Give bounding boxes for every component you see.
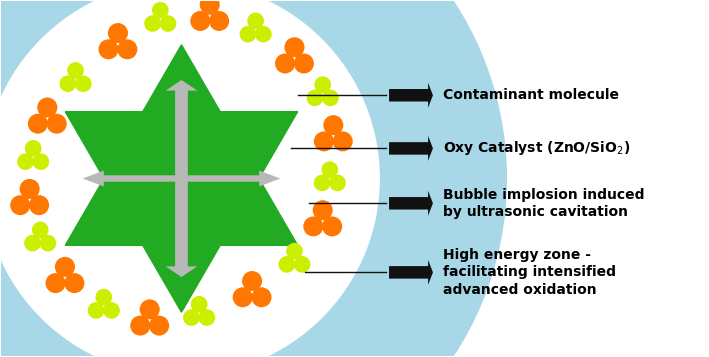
Ellipse shape xyxy=(33,154,48,169)
Ellipse shape xyxy=(0,0,379,357)
Ellipse shape xyxy=(201,0,219,14)
FancyArrow shape xyxy=(182,171,280,186)
Ellipse shape xyxy=(322,162,337,177)
Ellipse shape xyxy=(152,2,168,18)
Ellipse shape xyxy=(108,24,127,42)
Ellipse shape xyxy=(323,217,342,236)
Ellipse shape xyxy=(65,274,84,292)
Ellipse shape xyxy=(99,40,118,59)
Ellipse shape xyxy=(256,26,271,42)
Ellipse shape xyxy=(0,0,506,357)
FancyArrow shape xyxy=(166,178,197,277)
Ellipse shape xyxy=(21,180,39,198)
Ellipse shape xyxy=(330,175,345,191)
Ellipse shape xyxy=(308,90,323,106)
Ellipse shape xyxy=(118,40,137,59)
Ellipse shape xyxy=(184,310,199,325)
Ellipse shape xyxy=(294,257,310,272)
Ellipse shape xyxy=(28,114,48,133)
Ellipse shape xyxy=(150,316,169,335)
Ellipse shape xyxy=(233,288,252,307)
Ellipse shape xyxy=(323,90,338,106)
Ellipse shape xyxy=(324,116,342,135)
Ellipse shape xyxy=(11,196,30,215)
Ellipse shape xyxy=(55,257,74,276)
Polygon shape xyxy=(65,112,298,312)
Ellipse shape xyxy=(242,272,262,290)
Ellipse shape xyxy=(104,303,119,318)
Ellipse shape xyxy=(25,236,40,251)
Ellipse shape xyxy=(33,222,48,237)
Text: Oxy Catalyst (ZnO/SiO$_2$): Oxy Catalyst (ZnO/SiO$_2$) xyxy=(443,139,630,157)
Ellipse shape xyxy=(285,38,303,56)
Ellipse shape xyxy=(140,300,159,319)
Ellipse shape xyxy=(76,76,91,91)
Ellipse shape xyxy=(240,26,255,42)
Ellipse shape xyxy=(96,290,111,305)
Ellipse shape xyxy=(26,141,41,156)
Text: Bubble implosion induced
by ultrasonic cavitation: Bubble implosion induced by ultrasonic c… xyxy=(443,188,644,219)
Ellipse shape xyxy=(46,274,65,292)
Ellipse shape xyxy=(145,16,160,31)
Ellipse shape xyxy=(304,217,323,236)
Ellipse shape xyxy=(68,63,83,78)
Ellipse shape xyxy=(191,297,207,312)
Ellipse shape xyxy=(287,243,302,259)
Ellipse shape xyxy=(18,154,33,169)
Ellipse shape xyxy=(315,175,330,191)
Ellipse shape xyxy=(210,12,228,30)
Ellipse shape xyxy=(248,13,263,29)
Ellipse shape xyxy=(252,288,271,307)
Ellipse shape xyxy=(333,132,352,151)
Ellipse shape xyxy=(315,132,333,151)
Ellipse shape xyxy=(315,77,330,92)
Ellipse shape xyxy=(38,98,57,117)
Ellipse shape xyxy=(294,54,313,73)
FancyArrow shape xyxy=(166,80,197,178)
Ellipse shape xyxy=(131,316,150,335)
Ellipse shape xyxy=(199,310,214,325)
Ellipse shape xyxy=(313,201,332,220)
Text: High energy zone -
facilitating intensified
advanced oxidation: High energy zone - facilitating intensif… xyxy=(443,248,616,297)
FancyArrow shape xyxy=(83,171,182,186)
Ellipse shape xyxy=(40,236,55,251)
Ellipse shape xyxy=(191,12,210,30)
Ellipse shape xyxy=(30,196,48,215)
Ellipse shape xyxy=(89,303,104,318)
Text: Contaminant molecule: Contaminant molecule xyxy=(443,88,619,102)
Ellipse shape xyxy=(60,76,75,91)
Polygon shape xyxy=(65,45,298,245)
Ellipse shape xyxy=(276,54,294,73)
Ellipse shape xyxy=(48,114,66,133)
Ellipse shape xyxy=(160,16,176,31)
Ellipse shape xyxy=(279,257,294,272)
